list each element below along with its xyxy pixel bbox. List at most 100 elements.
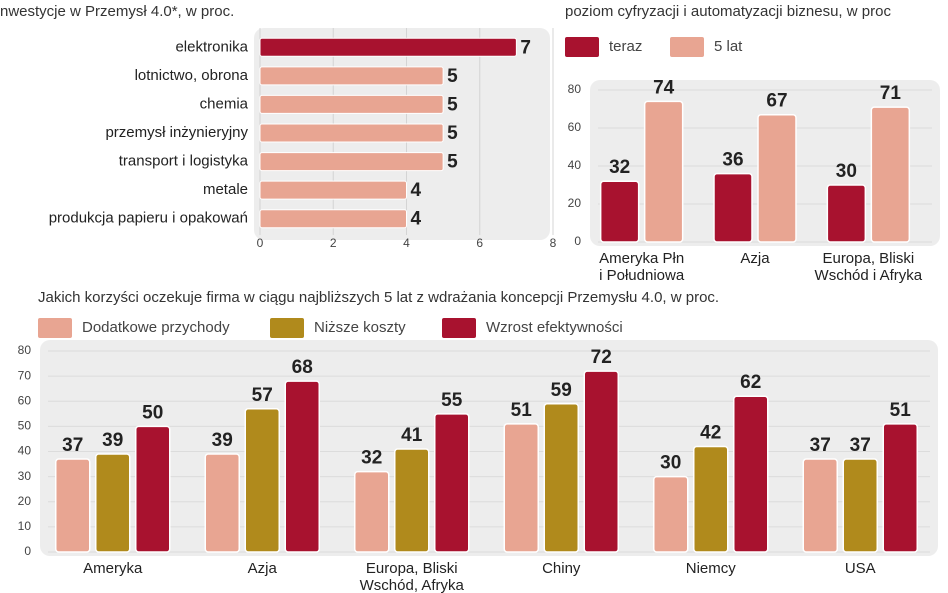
- value-label: 39: [102, 430, 123, 451]
- bar: [757, 113, 797, 243]
- value-label: 30: [660, 453, 681, 474]
- x-tick-label: Azja: [740, 250, 770, 267]
- x-tick-label: Azja: [248, 560, 278, 577]
- value-label: 57: [252, 385, 273, 406]
- legend-label: 5 lat: [714, 38, 743, 55]
- bar: [204, 453, 240, 553]
- bar: [733, 395, 769, 553]
- chart-title: poziom cyfryzacji i automatyzacji biznes…: [565, 3, 891, 20]
- bar: [259, 94, 444, 114]
- x-tick-label: Europa, Bliski Wschód i Afryka: [815, 250, 923, 284]
- chart-title: nwestycje w Przemysł 4.0*, w proc.: [0, 3, 234, 20]
- value-label: 5: [447, 94, 458, 115]
- value-label: 41: [401, 425, 423, 446]
- bar: [643, 100, 684, 243]
- value-label: 32: [609, 157, 630, 178]
- bar: [826, 184, 867, 243]
- x-tick-label: Chiny: [542, 560, 581, 577]
- x-tick-label: Europa, Bliski Wschód, Afryka: [360, 560, 465, 593]
- bar: [434, 413, 470, 553]
- x-tick-label: 0: [257, 236, 264, 250]
- legend-swatch: [442, 318, 476, 338]
- bar: [394, 448, 430, 553]
- x-tick-label: USA: [845, 560, 876, 577]
- legend-label: Niższe koszty: [314, 319, 406, 336]
- value-label: 37: [850, 435, 871, 456]
- value-label: 72: [591, 347, 612, 368]
- value-label: 67: [766, 91, 787, 112]
- value-label: 39: [212, 430, 233, 451]
- value-label: 7: [520, 37, 531, 58]
- y-tick-label: przemysł inżynieryjny: [105, 124, 248, 141]
- y-tick-label: 60: [568, 120, 582, 134]
- bar: [802, 458, 838, 553]
- value-label: 51: [890, 400, 912, 421]
- bar: [842, 458, 878, 553]
- y-tick-label: 40: [18, 444, 32, 458]
- bar: [583, 370, 619, 553]
- bar: [244, 408, 280, 553]
- bar: [259, 123, 444, 143]
- y-tick-label: lotnictwo, obrona: [135, 67, 249, 84]
- value-label: 37: [62, 435, 83, 456]
- bar: [503, 423, 539, 553]
- x-tick-label: Ameryka Płn i Południowa: [599, 250, 685, 284]
- y-tick-label: 50: [18, 419, 32, 433]
- bar: [543, 403, 579, 553]
- x-tick-label: 4: [403, 236, 410, 250]
- y-tick-label: metale: [203, 181, 248, 198]
- x-tick-label: Ameryka: [83, 560, 143, 577]
- bar: [259, 66, 444, 86]
- y-tick-label: 20: [568, 196, 582, 210]
- y-tick-label: 20: [18, 494, 32, 508]
- bar: [713, 172, 753, 243]
- value-label: 62: [740, 372, 761, 393]
- y-tick-label: 80: [568, 82, 582, 96]
- x-tick-label: Niemcy: [686, 560, 737, 577]
- y-tick-label: produkcja papieru i opakowań: [49, 210, 248, 227]
- y-tick-label: elektronika: [175, 38, 248, 55]
- y-tick-label: 60: [18, 393, 32, 407]
- y-tick-label: transport i logistyka: [119, 153, 249, 170]
- value-label: 32: [361, 448, 382, 469]
- legend-swatch: [38, 318, 72, 338]
- bar: [599, 180, 640, 243]
- bar: [653, 475, 689, 553]
- bar: [693, 445, 729, 553]
- value-label: 42: [700, 422, 721, 443]
- value-label: 74: [653, 77, 675, 98]
- legend-swatch: [270, 318, 304, 338]
- x-tick-label: 2: [330, 236, 337, 250]
- bar: [259, 152, 444, 172]
- bar: [259, 180, 407, 200]
- y-tick-label: 80: [18, 343, 32, 357]
- x-tick-label: 6: [476, 236, 483, 250]
- bar: [882, 423, 918, 553]
- legend-label: Dodatkowe przychody: [82, 319, 230, 336]
- value-label: 55: [441, 390, 463, 411]
- value-label: 59: [551, 380, 572, 401]
- y-tick-label: 0: [574, 234, 581, 248]
- bar: [870, 106, 911, 243]
- chart-title: Jakich korzyści oczekuje firma w ciągu n…: [38, 289, 719, 306]
- bar: [354, 470, 390, 553]
- value-label: 5: [447, 66, 458, 87]
- bar: [284, 380, 320, 553]
- legend-swatch: [670, 37, 704, 57]
- value-label: 5: [447, 152, 458, 173]
- bar: [135, 425, 171, 553]
- y-tick-label: chemia: [200, 95, 249, 112]
- y-tick-label: 0: [24, 544, 31, 558]
- bar: [259, 209, 407, 229]
- x-tick-label: 8: [550, 236, 557, 250]
- value-label: 30: [836, 161, 857, 182]
- y-tick-label: 40: [568, 158, 582, 172]
- value-label: 51: [511, 400, 533, 421]
- legend-label: Wzrost efektywności: [486, 319, 623, 336]
- value-label: 4: [411, 180, 422, 201]
- value-label: 5: [447, 123, 458, 144]
- value-label: 36: [722, 150, 743, 171]
- legend-label: teraz: [609, 38, 642, 55]
- value-label: 37: [810, 435, 831, 456]
